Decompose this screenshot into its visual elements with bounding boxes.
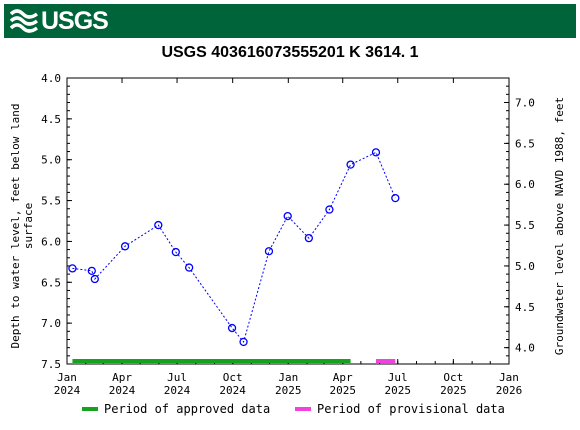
data-point	[239, 337, 248, 347]
data-point	[346, 160, 355, 169]
data-point	[68, 264, 77, 273]
series-markers	[68, 148, 400, 347]
y-right-tick-label: 5.5	[515, 219, 535, 232]
x-tick-label-month: Oct	[443, 371, 463, 384]
y-left-tick-label: 6.5	[41, 276, 61, 289]
y-axis-left-label-line1: Depth to water level, feet below land	[9, 103, 22, 348]
legend-approved-label: Period of approved data	[104, 402, 270, 416]
x-tick-label-month: Apr	[112, 371, 132, 384]
data-point	[90, 274, 99, 284]
x-tick-label-year: 2026	[496, 384, 523, 397]
y-axis-right: 4.0 4.5 5.0 5.5 6.0 6.5 7.0	[504, 77, 535, 357]
y-axis-left-label-line2: surface	[22, 203, 35, 249]
data-point	[87, 266, 96, 275]
x-tick-label-year: 2024	[109, 384, 136, 397]
legend-provisional-label: Period of provisional data	[317, 402, 505, 416]
plot-area-frame	[66, 77, 510, 365]
y-left-tick-label: 7.5	[41, 358, 61, 371]
x-tick-label-year: 2024	[164, 384, 191, 397]
x-tick-label-year: 2024	[219, 384, 246, 397]
usgs-wave-icon	[10, 9, 38, 33]
y-left-tick-label: 4.5	[41, 113, 61, 126]
data-point	[120, 242, 130, 251]
data-point	[304, 234, 314, 243]
x-tick-label-year: 2025	[384, 384, 411, 397]
data-point	[264, 247, 274, 256]
x-tick-label-year: 2024	[54, 384, 81, 397]
y-left-tick-label: 4.0	[41, 72, 61, 85]
x-tick-label-year: 2025	[440, 384, 467, 397]
y-right-tick-label: 5.0	[515, 260, 535, 273]
y-right-tick-label: 6.0	[515, 178, 535, 191]
x-tick-label-month: Jan	[57, 371, 77, 384]
x-tick-label-year: 2025	[329, 384, 356, 397]
usgs-logo-text: USGS	[41, 6, 109, 35]
y-right-tick-label: 4.5	[515, 301, 535, 314]
x-axis: Jan2024Apr2024Jul2024Oct2024Jan2025Apr20…	[54, 78, 523, 397]
data-point	[227, 323, 237, 333]
y-axis-left: 4.0 4.5 5.0 5.5 6.0 6.5 7.0 7.5	[41, 72, 72, 371]
y-left-tick-label: 6.0	[41, 235, 61, 248]
x-tick-label-year: 2025	[275, 384, 302, 397]
chart-title: USGS 403616073555201 K 3614. 1	[161, 44, 419, 61]
data-point	[371, 148, 381, 157]
x-tick-label-month: Jul	[388, 371, 408, 384]
data-point	[171, 247, 180, 257]
data-point	[184, 263, 194, 272]
series-line	[72, 151, 396, 343]
y-left-tick-label: 7.0	[41, 317, 61, 330]
x-tick-label-month: Oct	[223, 371, 243, 384]
usgs-logo: USGS	[10, 6, 109, 35]
usgs-banner: USGS	[4, 4, 576, 38]
data-point	[325, 205, 334, 214]
y-right-tick-label: 4.0	[515, 342, 535, 355]
data-point	[154, 220, 163, 230]
data-point	[391, 193, 400, 203]
x-tick-label-month: Jul	[167, 371, 187, 384]
x-tick-label-month: Jan	[278, 371, 298, 384]
y-axis-right-label: Groundwater level above NAVD 1988, feet	[553, 97, 566, 355]
y-right-tick-label: 7.0	[515, 97, 535, 110]
x-tick-label-month: Apr	[333, 371, 353, 384]
x-tick-label-month: Jan	[499, 371, 519, 384]
y-right-tick-label: 6.5	[515, 137, 535, 150]
y-left-tick-label: 5.5	[41, 195, 61, 208]
y-left-tick-label: 5.0	[41, 154, 61, 167]
data-point	[283, 211, 292, 221]
